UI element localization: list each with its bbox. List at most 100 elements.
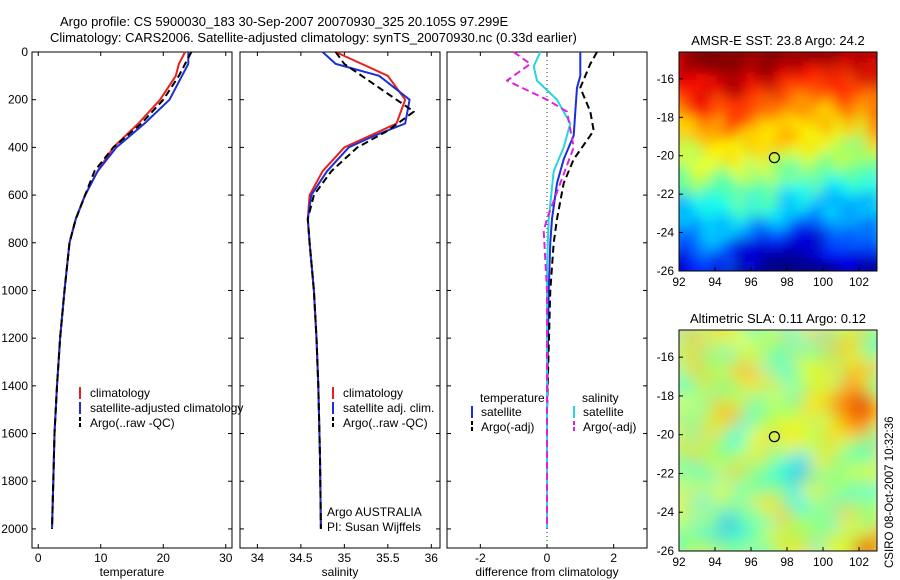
sst-map-cell (734, 172, 746, 185)
sla-map-cell (701, 352, 713, 365)
salinity-legend-label: Argo(..raw -QC) (343, 416, 428, 430)
sla-map-cell (723, 528, 735, 541)
sla-map-cell (767, 396, 779, 409)
sst-map-cell (833, 216, 845, 229)
sla-map-cell (690, 396, 702, 409)
sst-map-cell (811, 117, 823, 130)
sst-map-cell (778, 227, 790, 240)
sla-map-cell (789, 429, 801, 442)
sst-map-cell (756, 172, 768, 185)
sst-map-cell (844, 249, 856, 261)
sst-map-cell (712, 216, 724, 229)
sst-map-cell (756, 183, 768, 196)
sla-map-cell (844, 440, 856, 453)
sla-map-cell (822, 407, 834, 420)
sla-map-cell (789, 407, 801, 420)
sst-map-cell (866, 84, 877, 97)
sst-map-cell (756, 194, 768, 207)
sla-map-cell (734, 385, 746, 398)
sst-map-cell (745, 84, 757, 97)
sla-map-cell (800, 495, 812, 508)
sla-map-cell (745, 396, 757, 409)
sst-map-cell (800, 73, 812, 86)
sst-map-cell (811, 183, 823, 196)
sst-map-cell (833, 84, 845, 97)
sla-map-cell (789, 385, 801, 398)
sla-map-cell (855, 429, 867, 442)
sla-map-cell (833, 451, 845, 464)
sla-map-cell (745, 407, 757, 420)
sla-map-cell (745, 385, 757, 398)
difference-xtick-label: 2 (610, 551, 617, 565)
sla-map-cell (679, 418, 691, 431)
sst-map-cell (723, 73, 735, 86)
sst-map-cell (679, 52, 691, 53)
sst-map-cell (778, 106, 790, 119)
sst-map-cell (789, 249, 801, 261)
sla-map-ytick-label: -22 (657, 466, 675, 480)
sla-map-cell (745, 341, 757, 354)
sst-map-cell (822, 150, 834, 163)
sst-map-cell (734, 52, 746, 64)
salinity-xtick-label: 34 (251, 551, 265, 565)
temperature-xtick-label: 0 (35, 551, 42, 565)
sst-map-cell (877, 118, 889, 130)
sst-map-cell (679, 172, 680, 185)
sla-map-cell (789, 451, 801, 464)
difference-series-line-3 (506, 51, 575, 529)
sst-map-cell (690, 139, 702, 152)
sst-map-cell (778, 194, 790, 207)
sla-map-cell (723, 429, 735, 442)
sst-map-cell (767, 52, 779, 64)
sst-map-cell (833, 63, 845, 75)
sla-map-cell (712, 341, 724, 354)
sla-map-cell (734, 473, 746, 486)
sla-map-cell (734, 429, 746, 442)
sst-map-cell (877, 172, 889, 184)
sla-map-cell (701, 462, 713, 475)
sla-map-cell (767, 484, 779, 497)
sst-map-cell (833, 172, 845, 185)
sla-map-cell (712, 418, 724, 431)
salinity-panel: 34 34.5 35 35.5 36 salinity climatologysatelli… (239, 51, 441, 579)
sst-map-cell (679, 161, 680, 174)
sla-map-cell (778, 407, 790, 420)
sla-map-cell (756, 363, 768, 376)
sst-map-cell (756, 249, 768, 261)
sla-map-cell (866, 385, 877, 398)
sst-map-cell (811, 150, 823, 163)
sst-map-cell (877, 205, 889, 217)
sst-map-cell (866, 216, 877, 229)
sst-map-cell (811, 249, 823, 261)
sla-map-cell (679, 330, 680, 343)
sla-map-cell (690, 440, 702, 453)
sla-map-cell (701, 484, 713, 497)
sst-map-cell (734, 249, 746, 261)
sst-map-cell (822, 95, 834, 108)
sla-map-cell (844, 330, 856, 343)
sst-map-cell (844, 183, 856, 196)
sst-map-cell (701, 117, 713, 130)
sla-map-cell (690, 551, 702, 563)
sla-map-cell (778, 517, 790, 530)
sst-map-cell (789, 73, 801, 86)
sst-map-cell (877, 238, 889, 250)
sst-map-cell (767, 227, 779, 240)
sla-map-cell (701, 540, 713, 551)
sla-map-cell (778, 330, 790, 343)
sst-map-cell (756, 139, 768, 152)
temperature-xtick-label: 30 (219, 551, 233, 565)
sst-map-cell (723, 128, 735, 141)
sst-map-cell (877, 227, 889, 239)
sst-map-cell (745, 238, 757, 250)
sst-map-cell (789, 84, 801, 97)
sst-map-cell (811, 238, 823, 250)
difference-xtick-label: -2 (475, 551, 486, 565)
sla-map-cell (822, 396, 834, 409)
sst-map-cell (844, 172, 856, 185)
sla-map-cell (756, 462, 768, 475)
sla-map-cell (778, 440, 790, 453)
sla-map-cell (789, 330, 801, 343)
sla-map-cell (745, 352, 757, 365)
